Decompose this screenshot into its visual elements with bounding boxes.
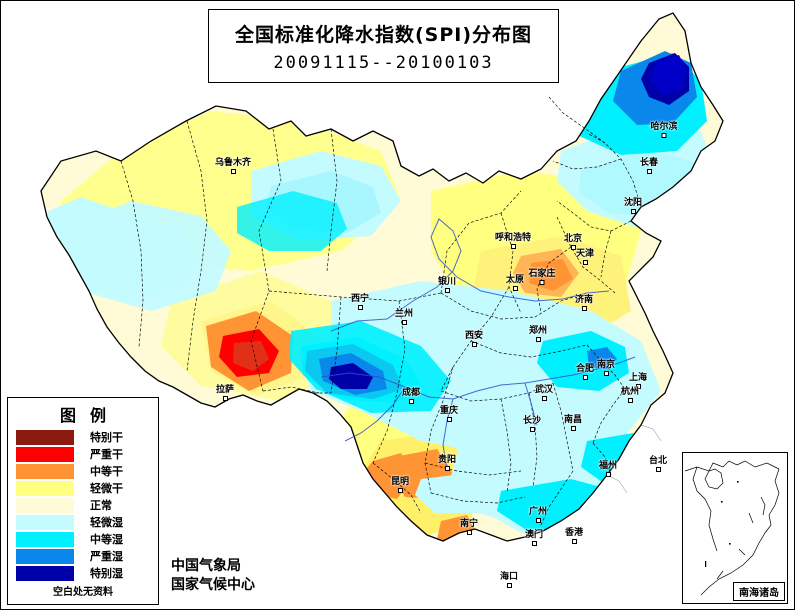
agency-name: 中国气象局 — [171, 558, 241, 574]
legend-swatch — [16, 429, 74, 445]
date-range: 20091115--20100103 — [273, 52, 494, 73]
legend-item: 轻微湿 — [8, 514, 158, 530]
center-name: 国家气候中心 — [171, 576, 255, 593]
attribution: 中国气象局 国家气候中心 — [171, 557, 255, 595]
rivers — [320, 218, 636, 470]
inset-map — [684, 460, 780, 596]
legend-note: 空白处无资料 — [53, 587, 113, 598]
legend-item: 轻微干 — [8, 480, 158, 496]
legend-swatch — [16, 446, 74, 462]
legend-label: 正常 — [90, 499, 112, 512]
map-title-box: 全国标准化降水指数(SPI)分布图 20091115--20100103 — [208, 9, 559, 83]
legend-label: 特别干 — [90, 431, 123, 444]
legend-swatch — [16, 497, 74, 513]
legend-swatch — [16, 463, 74, 479]
legend-label: 严重湿 — [90, 550, 123, 563]
page-title: 全国标准化降水指数(SPI)分布图 — [234, 23, 533, 46]
coast-detail — [606, 424, 662, 494]
province-boundaries — [120, 96, 642, 526]
legend-rows: 特别干严重干中等干轻微干正常轻微湿中等湿严重湿特别湿 — [8, 429, 158, 581]
legend-swatch — [16, 548, 74, 564]
legend-label: 中等干 — [90, 465, 123, 478]
legend-label: 轻微干 — [90, 482, 123, 495]
inset-title: 南海诸岛 — [733, 582, 785, 601]
legend-label: 严重干 — [90, 448, 123, 461]
legend-swatch — [16, 531, 74, 547]
legend-item: 特别湿 — [8, 565, 158, 581]
south-china-sea-inset: 南海诸岛 — [682, 452, 788, 604]
legend-swatch — [16, 514, 74, 530]
legend-item: 中等干 — [8, 463, 158, 479]
national-border — [40, 12, 724, 542]
legend-item: 严重湿 — [8, 548, 158, 564]
legend-label: 特别湿 — [90, 567, 123, 580]
legend-heading: 图例 — [59, 406, 120, 425]
legend-label: 中等湿 — [90, 533, 123, 546]
legend-item: 特别干 — [8, 429, 158, 445]
legend-label: 轻微湿 — [90, 516, 123, 529]
legend-item: 严重干 — [8, 446, 158, 462]
legend-box: 图例 特别干严重干中等干轻微干正常轻微湿中等湿严重湿特别湿 空白处无资料 — [7, 397, 159, 605]
legend-item: 中等湿 — [8, 531, 158, 547]
legend-swatch — [16, 480, 74, 496]
legend-item: 正常 — [8, 497, 158, 513]
legend-swatch — [16, 565, 74, 581]
